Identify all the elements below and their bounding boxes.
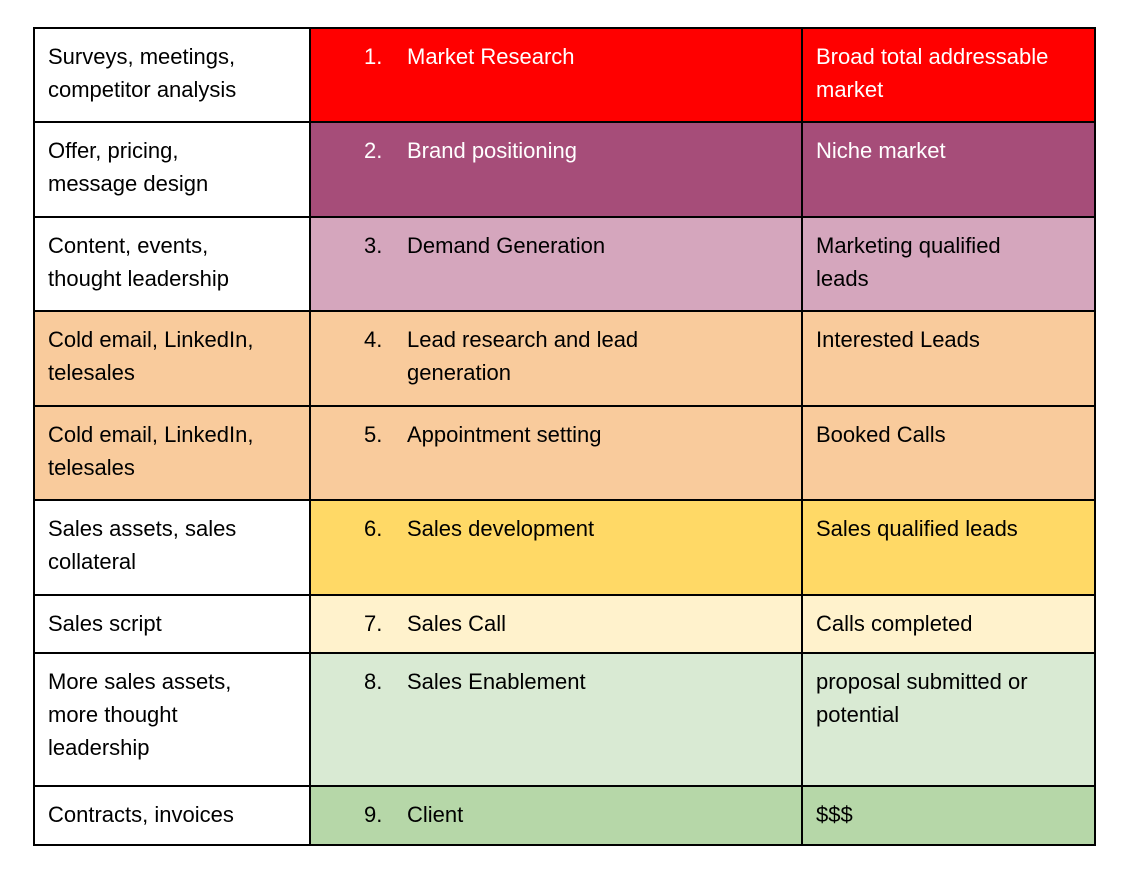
outcome-cell: Niche market bbox=[803, 123, 1094, 216]
stage-cell: 2. Brand positioning bbox=[311, 123, 801, 216]
activity-cell: Cold email, LinkedIn, telesales bbox=[35, 312, 309, 405]
outcome-cell: Sales qualified leads bbox=[803, 501, 1094, 594]
activity-cell: Sales script bbox=[35, 596, 309, 652]
stage-label: Appointment setting bbox=[407, 422, 602, 447]
outcome-cell: Marketing qualified leads bbox=[803, 218, 1094, 310]
stage-label: Client bbox=[407, 802, 464, 827]
stage-label: Market Research bbox=[407, 44, 575, 69]
stage-number: 8. bbox=[364, 669, 383, 694]
stage-number: 2. bbox=[364, 138, 383, 163]
stage-number: 4. bbox=[364, 327, 383, 352]
activity-cell: Sales assets, sales collateral bbox=[35, 501, 309, 594]
stage-cell: 5. Appointment setting bbox=[311, 407, 801, 499]
activity-cell: Surveys, meetings, competitor analysis bbox=[35, 29, 309, 121]
stage-number: 6. bbox=[364, 516, 383, 541]
stage-label: Sales Enablement bbox=[407, 669, 586, 694]
stage-cell: 8. Sales Enablement bbox=[311, 654, 801, 785]
stage-cell: 3. Demand Generation bbox=[311, 218, 801, 310]
stage-label: Sales development bbox=[407, 516, 595, 541]
outcome-cell: Booked Calls bbox=[803, 407, 1094, 499]
stage-cell: 6. Sales development bbox=[311, 501, 801, 594]
stage-number: 7. bbox=[364, 611, 383, 636]
stage-label: Demand Generation bbox=[407, 233, 606, 258]
activity-cell: Offer, pricing, message design bbox=[35, 123, 309, 216]
outcome-cell: $$$ bbox=[803, 787, 1094, 844]
sales-funnel-table: Surveys, meetings, competitor analysis 1… bbox=[33, 27, 1096, 846]
outcome-cell: Broad total addressable market bbox=[803, 29, 1094, 121]
stage-number: 9. bbox=[364, 802, 383, 827]
stage-cell: 1. Market Research bbox=[311, 29, 801, 121]
activity-cell: Content, events, thought leadership bbox=[35, 218, 309, 310]
activity-cell: Cold email, LinkedIn, telesales bbox=[35, 407, 309, 499]
stage-number: 1. bbox=[364, 44, 383, 69]
outcome-cell: Interested Leads bbox=[803, 312, 1094, 405]
outcome-cell: Calls completed bbox=[803, 596, 1094, 652]
stage-cell: 7. Sales Call bbox=[311, 596, 801, 652]
stage-label: Brand positioning bbox=[407, 138, 578, 163]
activity-cell: More sales assets, more thought leadersh… bbox=[35, 654, 309, 785]
stage-cell: 9. Client bbox=[311, 787, 801, 844]
stage-label: Sales Call bbox=[407, 611, 507, 636]
stage-number: 5. bbox=[364, 422, 383, 447]
activity-cell: Contracts, invoices bbox=[35, 787, 309, 844]
stage-cell: 4. Lead research and lead generation bbox=[311, 312, 801, 405]
stage-number: 3. bbox=[364, 233, 383, 258]
stage-label: Lead research and lead generation bbox=[407, 327, 639, 385]
outcome-cell: proposal submitted or potential bbox=[803, 654, 1094, 785]
